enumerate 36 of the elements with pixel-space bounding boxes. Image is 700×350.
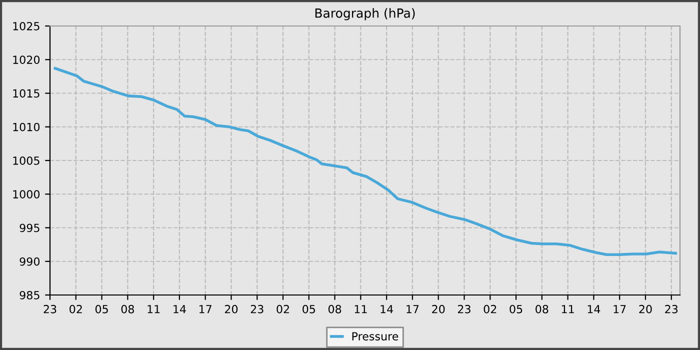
x-tick-label: 17: [406, 305, 419, 314]
x-tick-label: 14: [588, 305, 600, 314]
x-tick-label: 20: [639, 304, 652, 314]
x-tick-label: 11: [562, 305, 574, 314]
y-tick-label: 985: [20, 290, 40, 300]
y-tick-label: 1025: [13, 22, 40, 30]
x-tick-label: 23: [250, 304, 264, 314]
y-tick-label: 1020: [13, 56, 40, 64]
x-tick-label: 14: [380, 305, 394, 314]
x-tick-label: 02: [70, 304, 82, 314]
y-tick-label: 990: [20, 257, 40, 266]
legend-label: Pressure: [352, 332, 398, 340]
x-tick-label: 23: [458, 304, 470, 314]
y-tick-label: 995: [20, 224, 40, 232]
x-tick-label: 20: [432, 304, 445, 314]
x-tick-label: 11: [148, 305, 160, 314]
y-tick-label: 1015: [13, 89, 40, 98]
x-tick-label: 08: [121, 304, 134, 314]
x-tick-label: 20: [224, 304, 238, 314]
x-tick-label: 05: [302, 304, 316, 314]
x-tick-label: 05: [510, 304, 522, 314]
x-tick-label: 08: [536, 304, 548, 314]
y-tick-label: 1005: [13, 156, 40, 165]
x-tick-label: 14: [174, 305, 186, 314]
y-tick-label: 1010: [13, 122, 40, 132]
x-tick-label: 05: [95, 304, 108, 314]
chart-title: Barograph (hPa): [315, 8, 415, 20]
x-tick-label: 23: [44, 304, 56, 314]
x-tick-label: 11: [354, 305, 367, 314]
x-tick-label: 02: [484, 304, 496, 314]
x-tick-label: 08: [328, 304, 342, 314]
y-tick-label: 1000: [13, 190, 40, 199]
x-tick-label: 17: [614, 305, 626, 314]
x-tick-label: 02: [276, 304, 289, 314]
x-tick-label: 17: [199, 305, 212, 314]
x-tick-label: 23: [665, 304, 678, 314]
